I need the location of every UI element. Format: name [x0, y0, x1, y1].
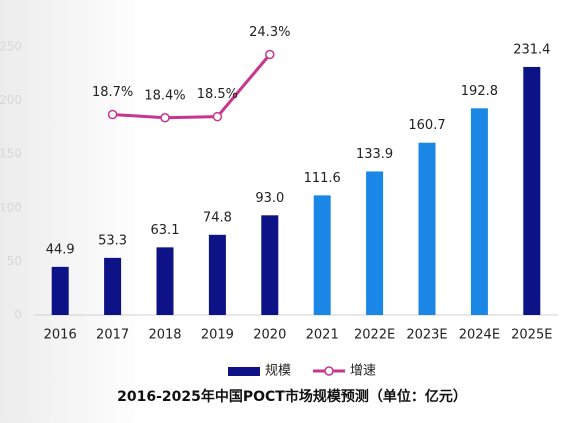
legend-label: 增速	[350, 364, 376, 379]
line	[112, 53, 271, 120]
x-tick-label: 2024E	[459, 328, 500, 343]
bar	[313, 195, 331, 315]
legend-label: 规模	[265, 364, 291, 379]
x-tick-label: 2020	[253, 328, 286, 343]
data-label: 160.7	[408, 118, 445, 133]
legend-swatch	[324, 366, 334, 376]
bar	[156, 247, 174, 315]
y-tick-label: 100	[0, 200, 22, 214]
data-label: 231.4	[513, 42, 550, 57]
data-label: 24.3%	[249, 25, 290, 40]
y-tick-label: 250	[0, 40, 22, 54]
data-label: 63.1	[151, 223, 180, 238]
x-tick-label: 2017	[96, 328, 129, 343]
data-label: 74.8	[203, 210, 232, 225]
x-tick-label: 2018	[148, 328, 181, 343]
y-tick-label: 150	[0, 147, 22, 161]
bar	[523, 66, 541, 315]
line-point	[265, 49, 275, 60]
bar	[51, 266, 69, 315]
line-point	[160, 113, 170, 123]
legend-swatch	[228, 367, 260, 376]
bar	[418, 142, 436, 315]
line-point	[107, 109, 118, 120]
y-tick-label: 200	[0, 93, 22, 107]
bar	[208, 234, 226, 315]
data-label: 93.0	[255, 191, 284, 206]
bar	[261, 215, 279, 315]
x-tick-label: 2019	[201, 328, 234, 343]
x-tick-label: 2025E	[511, 328, 552, 343]
data-label: 18.4%	[144, 88, 185, 103]
data-label: 111.6	[304, 171, 341, 186]
x-tick-label: 2023E	[406, 328, 447, 343]
x-tick-label: 2022E	[354, 328, 395, 343]
bar	[104, 257, 122, 315]
data-label: 192.8	[461, 84, 498, 99]
bar	[366, 171, 384, 315]
bar	[470, 108, 488, 316]
y-tick-label: 0	[14, 308, 22, 322]
x-tick-label: 2016	[44, 328, 77, 343]
y-tick-label: 50	[7, 254, 22, 268]
data-label: 44.9	[46, 242, 75, 257]
data-label: 18.7%	[92, 85, 133, 100]
data-label: 18.5%	[197, 87, 238, 102]
x-tick-label: 2021	[306, 328, 339, 343]
line-point	[212, 111, 223, 122]
chart-title: 2016-2025年中国POCT市场规模预测（单位：亿元）	[117, 388, 467, 405]
data-label: 133.9	[356, 147, 393, 162]
data-label: 53.3	[98, 233, 127, 248]
